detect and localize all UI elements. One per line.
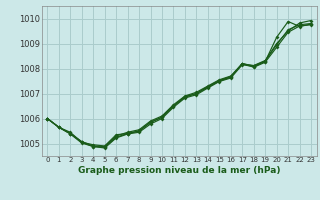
- X-axis label: Graphe pression niveau de la mer (hPa): Graphe pression niveau de la mer (hPa): [78, 166, 280, 175]
